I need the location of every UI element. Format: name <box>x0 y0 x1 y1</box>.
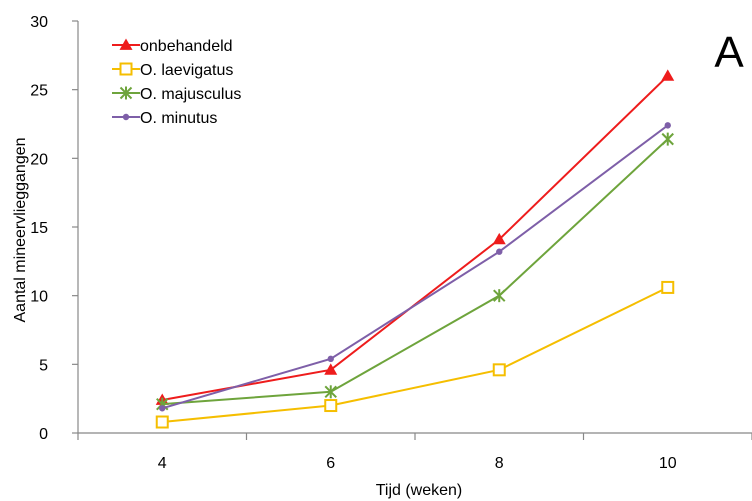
legend-label: O. majusculus <box>140 86 241 103</box>
legend-item: O. majusculus <box>112 86 241 103</box>
axes <box>77 21 752 434</box>
panel-label: A <box>714 28 744 77</box>
data-point <box>119 38 133 50</box>
data-point <box>324 399 338 413</box>
data-point <box>119 62 133 76</box>
y-tick-label: 25 <box>30 83 48 100</box>
data-point <box>496 248 503 255</box>
data-point <box>155 415 169 429</box>
x-tick-label: 10 <box>659 455 677 472</box>
series-layer <box>155 69 675 429</box>
data-point <box>493 289 506 303</box>
data-point <box>327 355 334 363</box>
x-tick-label: 8 <box>495 455 504 472</box>
y-tick-label: 20 <box>30 151 48 168</box>
series-o-minutus <box>159 122 671 412</box>
y-tick-label: 30 <box>30 14 48 31</box>
series-o-majusculus <box>156 132 674 411</box>
data-point <box>664 122 671 129</box>
y-tick-label: 0 <box>39 426 48 443</box>
legend-item: onbehandeld <box>112 38 233 55</box>
series-line <box>162 75 669 402</box>
y-ticks: 0 5 10 15 20 25 30 <box>30 14 78 443</box>
legend-label: O. laevigatus <box>140 62 233 79</box>
y-tick-label: 10 <box>30 289 48 306</box>
y-tick-label: 5 <box>39 357 48 374</box>
series-o-laevigatus <box>155 280 675 429</box>
series-line <box>162 286 669 424</box>
data-point <box>661 132 674 146</box>
legend-item: O. laevigatus <box>112 62 233 79</box>
y-tick-label: 15 <box>30 220 48 237</box>
data-point <box>324 363 338 375</box>
legend: onbehandeld O. laevigatus O. majusculus O. … <box>112 38 241 127</box>
legend-label: O. minutus <box>140 110 217 127</box>
data-point <box>661 69 675 81</box>
legend-item: O. minutus <box>112 110 217 127</box>
data-point <box>119 86 133 100</box>
legend-label: onbehandeld <box>140 38 233 55</box>
data-point <box>122 113 130 121</box>
series-onbehandeld <box>155 69 675 405</box>
x-axis-title: Tijd (weken) <box>376 482 463 499</box>
data-point <box>492 232 506 245</box>
y-axis-title: Aantal mineervlieggangen <box>12 137 29 322</box>
series-line <box>161 124 669 410</box>
data-point <box>324 385 337 399</box>
data-point <box>159 405 166 412</box>
x-ticks: 4 6 8 10 <box>77 433 752 472</box>
series-line <box>162 138 669 406</box>
data-point <box>492 363 506 377</box>
x-tick-label: 6 <box>326 455 335 472</box>
x-tick-label: 4 <box>158 455 167 472</box>
data-point <box>661 280 675 294</box>
